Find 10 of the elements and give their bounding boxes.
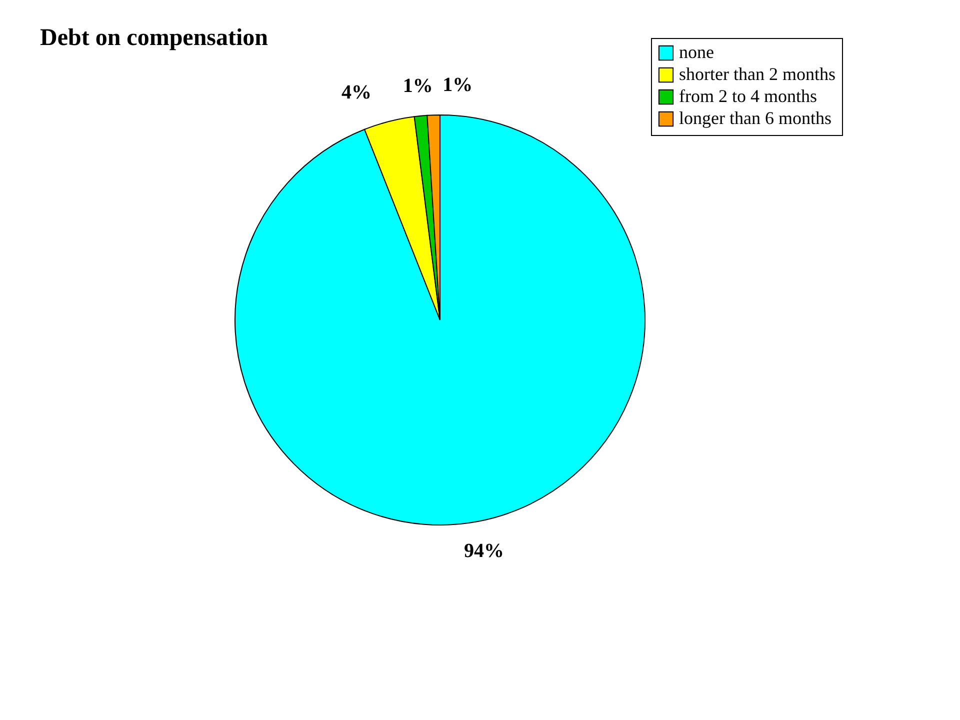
pie-slice <box>234 114 646 526</box>
chart-title: Debt on compensation <box>40 25 268 51</box>
data-label: 4% <box>342 81 372 104</box>
legend-label: shorter than 2 months <box>679 64 836 84</box>
legend-label: none <box>679 42 714 62</box>
data-label: 1% <box>442 74 473 96</box>
legend-label: longer than 6 months <box>679 108 832 128</box>
data-label: 1% <box>402 75 433 98</box>
data-label: 94% <box>464 540 504 562</box>
legend-label: from 2 to 4 months <box>679 86 817 106</box>
